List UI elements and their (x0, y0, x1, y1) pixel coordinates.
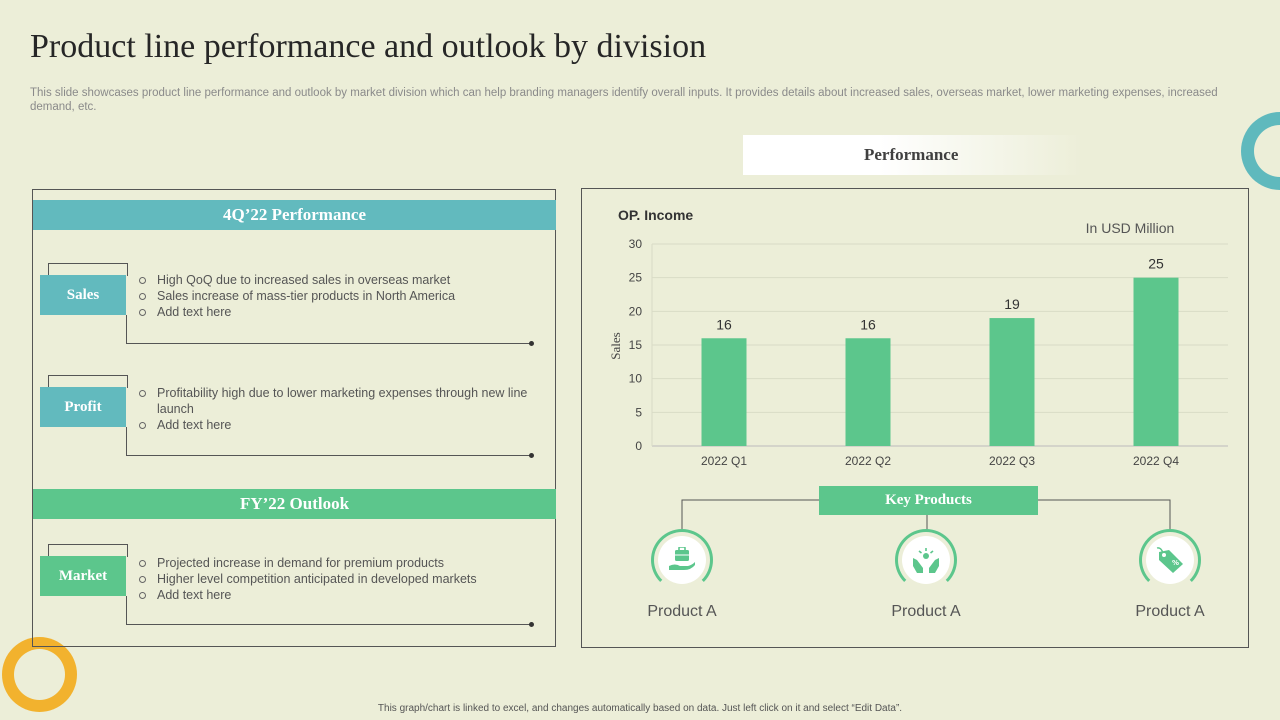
briefcase-hand-icon (658, 536, 706, 584)
product-card[interactable]: Product A (617, 529, 747, 621)
svg-text:%: % (1172, 559, 1179, 567)
market-guide-dot (529, 622, 534, 627)
list-item: High QoQ due to increased sales in overs… (138, 272, 538, 288)
performance-header-label: Performance (864, 145, 959, 164)
product-card[interactable]: Product A (861, 529, 991, 621)
product-name: Product A (1135, 603, 1205, 620)
profit-label: Profit (40, 387, 126, 427)
q4-performance-band: 4Q’22 Performance (33, 200, 556, 230)
market-label: Market (40, 556, 126, 596)
right-panel (581, 188, 1249, 648)
y-tick-label: 0 (635, 439, 642, 453)
y-tick-label: 20 (629, 304, 643, 318)
hands-growth-icon (902, 536, 950, 584)
market-guide-line (126, 596, 532, 625)
x-tick-label: 2022 Q2 (845, 454, 891, 468)
op-income-bar-chart[interactable]: OP. Income In USD Million Sales 0 5 10 15 20… (582, 195, 1248, 485)
market-label-tab (48, 544, 128, 557)
decorative-ring-yellow (2, 637, 77, 712)
list-item: Sales increase of mass-tier products in … (138, 288, 538, 304)
product-card[interactable]: % Product A (1105, 529, 1235, 621)
price-tag-icon: % (1146, 536, 1194, 584)
profit-guide-line (126, 427, 532, 456)
x-tick-label: 2022 Q1 (701, 454, 747, 468)
key-products-label: Key Products (819, 486, 1038, 515)
chart-title: OP. Income (618, 207, 693, 223)
chart-unit-note: In USD Million (1086, 220, 1175, 236)
chart-y-axis-label: Sales (608, 332, 623, 359)
product-icon-ring (895, 529, 957, 591)
bar-value-label: 16 (716, 316, 732, 332)
sales-guide-dot (529, 341, 534, 346)
sales-guide-line (126, 315, 532, 344)
y-tick-label: 10 (629, 372, 643, 386)
key-products-connector (681, 499, 1171, 531)
bar-value-label: 25 (1148, 256, 1164, 272)
product-name: Product A (891, 603, 961, 620)
list-item: Add text here (138, 417, 533, 433)
profit-label-tab (48, 375, 128, 388)
bar-value-label: 19 (1004, 296, 1020, 312)
product-icon-ring (651, 529, 713, 591)
bar-value-label: 16 (860, 316, 876, 332)
performance-header: Performance (743, 135, 1083, 175)
profit-bullet-list: Profitability high due to lower marketin… (138, 385, 533, 433)
list-item: Add text here (138, 304, 538, 320)
chart-bar[interactable] (701, 338, 747, 446)
chart-bar[interactable] (989, 318, 1035, 446)
y-tick-label: 30 (629, 237, 643, 251)
product-name: Product A (647, 603, 717, 620)
page-subtitle: This slide showcases product line perfor… (30, 87, 1218, 113)
x-tick-label: 2022 Q3 (989, 454, 1035, 468)
decorative-ring-teal (1241, 112, 1280, 190)
y-tick-label: 15 (629, 338, 643, 352)
sales-bullet-list: High QoQ due to increased sales in overs… (138, 272, 538, 320)
page-title: Product line performance and outlook by … (30, 28, 707, 65)
fy-outlook-band: FY’22 Outlook (33, 489, 556, 519)
profit-guide-dot (529, 453, 534, 458)
list-item: Higher level competition anticipated in … (138, 571, 538, 587)
sales-label: Sales (40, 275, 126, 315)
market-bullet-list: Projected increase in demand for premium… (138, 555, 538, 603)
list-item: Profitability high due to lower marketin… (138, 385, 533, 417)
chart-bar[interactable] (1133, 277, 1179, 446)
y-tick-label: 5 (635, 405, 642, 419)
list-item: Add text here (138, 587, 538, 603)
chart-bar[interactable] (845, 338, 891, 446)
left-panel (32, 189, 556, 647)
x-tick-label: 2022 Q4 (1133, 454, 1179, 468)
sales-label-tab (48, 263, 128, 276)
list-item: Projected increase in demand for premium… (138, 555, 538, 571)
y-tick-label: 25 (629, 271, 643, 285)
product-icon-ring: % (1139, 529, 1201, 591)
footnote: This graph/chart is linked to excel, and… (377, 703, 903, 714)
